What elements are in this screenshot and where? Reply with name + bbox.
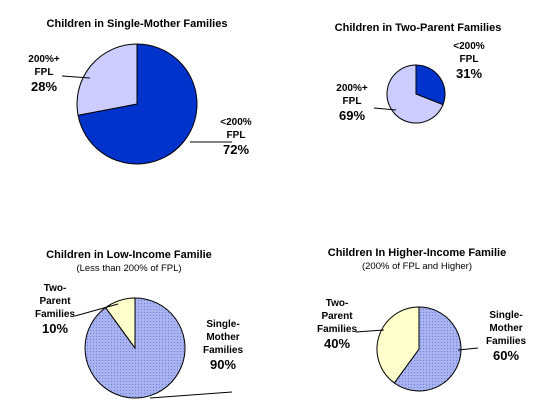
slice-value-label: 28% [31,79,57,94]
pie-slice-2 [376,306,420,384]
pie-slice-2 [76,43,138,116]
slice-label-line: 200%+ [336,83,368,94]
slice-label-line: FPL [227,130,246,141]
leader-line [457,347,479,351]
leader-line [61,75,91,79]
slice-label-line: Families [486,336,526,347]
leader-line [355,329,385,333]
slice-label-line: Families [203,345,243,356]
chart-subtitle: (200% of FPL and Higher) [362,261,472,272]
pie-slice-1 [415,64,446,106]
slice-label-line: FPL [460,54,479,65]
slice-value-label: 10% [42,321,68,336]
slice-label-line: Families [35,309,75,320]
pie-chart-3: Children in Low-Income Familie (Less than… [35,249,243,399]
slice-label-line: 200%+ [28,54,60,65]
slice-label-line: Mother [206,332,239,343]
slice-label-line: Parent [321,311,353,322]
slice-label-line: <200% [220,117,252,128]
slice-label-line: FPL [343,96,362,107]
pie-chart-4: Children In Higher-Income Familie (200% o… [317,247,526,392]
pie-chart-2: Children in Two-Parent Families<200%FPL3… [335,22,502,124]
chart-title: Children in Two-Parent Families [335,22,502,34]
slice-value-label: 31% [456,66,482,81]
slice-label-line: FPL [35,67,54,78]
slice-value-label: 40% [324,336,350,351]
chart-subtitle: (Less than 200% of FPL) [76,263,181,274]
slice-label-line: Two- [326,298,349,309]
slice-label-line: Two- [44,283,67,294]
pie-slice-1 [77,43,198,165]
slice-label-line: Families [317,324,357,335]
slice-value-label: 90% [210,357,236,372]
slice-value-label: 72% [223,142,249,157]
slice-label-line: Single- [489,310,522,321]
pie-chart-1: Children in Single-Mother Families <200% F… [28,18,252,165]
slice-value-label: 69% [339,108,365,123]
leader-line [74,303,119,317]
chart-title: Children in Low-Income Familie [46,249,212,261]
leader-line [373,107,397,111]
pie-slice-1 [393,306,462,392]
chart-title: Children in Single-Mother Families [47,18,228,30]
slice-label-line: Single- [206,319,239,330]
pie-slice-2 [386,64,444,124]
slice-label-line: <200% [453,41,485,52]
chart-title: Children In Higher-Income Familie [328,247,506,259]
slice-label-line: Parent [39,296,71,307]
slice-label-line: Mother [489,323,522,334]
leader-line [149,391,233,399]
slice-value-label: 60% [493,348,519,363]
